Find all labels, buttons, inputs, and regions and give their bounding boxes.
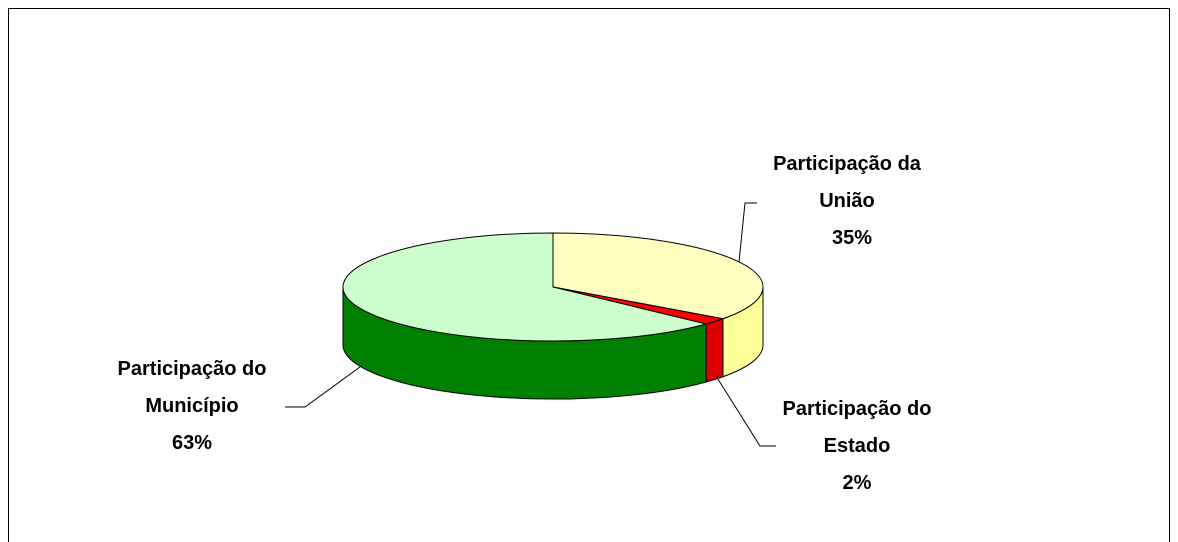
slice xyxy=(552,232,764,320)
chart-frame xyxy=(8,8,1170,542)
leader-line xyxy=(738,202,757,263)
category-label: Participação da União xyxy=(773,153,921,212)
pie xyxy=(342,232,764,400)
slice-side xyxy=(705,318,724,383)
category-label: Participação do Estado xyxy=(782,398,932,457)
slice-label: Participação do Estado 2% xyxy=(762,391,952,502)
slice-label: Participação do Município 63% xyxy=(92,351,292,462)
value-label: 2% xyxy=(842,472,872,494)
slice xyxy=(342,232,707,342)
category-label: Participação do Município xyxy=(117,358,267,417)
leader-line xyxy=(715,375,776,447)
value-label: 63% xyxy=(171,432,213,454)
leader-line xyxy=(285,366,361,408)
value-label: 35% xyxy=(831,227,873,249)
slice-label: Participação da União 35% xyxy=(752,146,942,257)
